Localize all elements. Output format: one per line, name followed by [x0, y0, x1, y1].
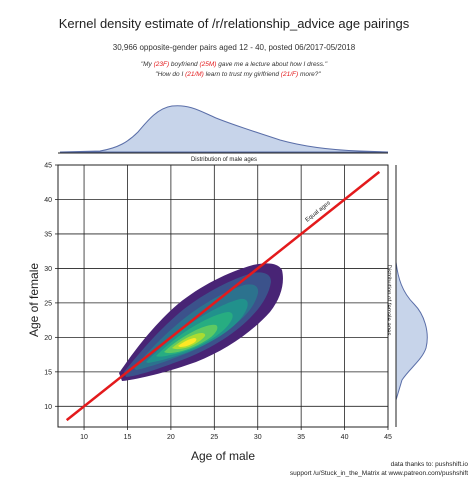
y-tick-label: 15 — [44, 369, 52, 376]
chart-subtitle: 30,966 opposite-gender pairs aged 12 - 4… — [113, 43, 356, 52]
male-age-marginal: Distribution of male ages — [58, 105, 389, 163]
female-marginal-area — [395, 165, 428, 427]
x-tick-label: 10 — [80, 434, 88, 441]
y-tick-label: 20 — [44, 335, 52, 342]
chart-title: Kernel density estimate of /r/relationsh… — [59, 16, 410, 31]
male-marginal-area — [59, 105, 389, 153]
x-tick-label: 20 — [167, 434, 175, 441]
y-axis-label: Age of female — [27, 263, 41, 337]
y-tick-label: 35 — [44, 231, 52, 238]
x-axis-label: Age of male — [191, 449, 255, 463]
credit-line-2: support /u/Stuck_in_the_Matrix at www.pa… — [290, 470, 468, 477]
y-tick-label: 10 — [44, 404, 52, 411]
quote-1: "My (23F) boyfriend (25M) gave me a lect… — [141, 61, 328, 68]
y-tick-label: 45 — [44, 163, 52, 170]
density-contours — [119, 263, 283, 381]
y-axis: 10 15 20 25 30 35 40 45 — [44, 163, 58, 411]
x-tick-label: 15 — [124, 434, 132, 441]
equal-ages-line — [65, 170, 381, 422]
x-tick-label: 35 — [297, 434, 305, 441]
x-tick-label: 40 — [341, 434, 349, 441]
x-tick-label: 30 — [254, 434, 262, 441]
x-tick-label: 45 — [384, 434, 392, 441]
credit-line-1: data thanks to: pushshift.io — [391, 461, 469, 468]
density-level-8 — [178, 338, 197, 347]
x-tick-label: 25 — [210, 434, 218, 441]
female-age-marginal: Distribution of female ages — [385, 165, 428, 427]
male-marginal-label: Distribution of male ages — [191, 157, 257, 163]
y-tick-label: 40 — [44, 197, 52, 204]
x-axis: 10 15 20 25 30 35 40 45 — [80, 427, 392, 441]
quote-2: "How do I (21/M) learn to trust my girlf… — [155, 71, 321, 78]
y-tick-label: 25 — [44, 300, 52, 307]
y-tick-label: 30 — [44, 266, 52, 273]
